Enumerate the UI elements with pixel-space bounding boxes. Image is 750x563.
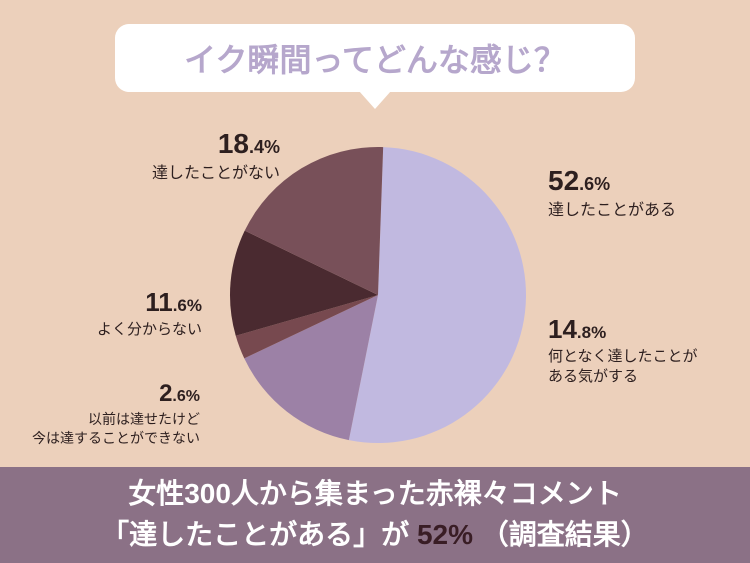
footer-line-2: 「達したことがある」が 52% （調査結果） — [101, 515, 649, 556]
segment-text: 何となく達したことがある気がする — [548, 347, 698, 388]
segment-label: 11.6%よく分からない — [97, 285, 202, 340]
segment-text: よく分からない — [97, 320, 202, 340]
segment-percentage: 52.6% — [548, 162, 676, 200]
segment-label: 14.8%何となく達したことがある気がする — [548, 312, 698, 388]
footer-line-1: 女性300人から集まった赤裸々コメント — [128, 474, 622, 515]
infographic-canvas: イク瞬間ってどんな感じ？ 52.6%達したことがある14.8%何となく達したこと… — [0, 0, 750, 563]
segment-label: 52.6%達したことがある — [548, 162, 676, 221]
segment-label: 2.6%以前は達せたけど今は達することができない — [32, 378, 200, 448]
footer-line-2-post: （調査結果） — [481, 519, 649, 550]
segment-label: 18.4%達したことがない — [152, 125, 280, 184]
footer-line-2-emph: 52% — [417, 519, 473, 550]
footer-line-2-pre: 「達したことがある」が — [101, 519, 409, 550]
segment-percentage: 2.6% — [32, 378, 200, 410]
segment-percentage: 18.4% — [152, 125, 280, 163]
segment-percentage: 11.6% — [97, 285, 202, 320]
segment-percentage: 14.8% — [548, 312, 698, 347]
segment-text: 以前は達せたけど今は達することができない — [32, 410, 200, 448]
footer-band: 女性300人から集まった赤裸々コメント 「達したことがある」が 52% （調査結… — [0, 467, 750, 563]
segment-text: 達したことがある — [548, 200, 676, 222]
segment-text: 達したことがない — [152, 163, 280, 185]
